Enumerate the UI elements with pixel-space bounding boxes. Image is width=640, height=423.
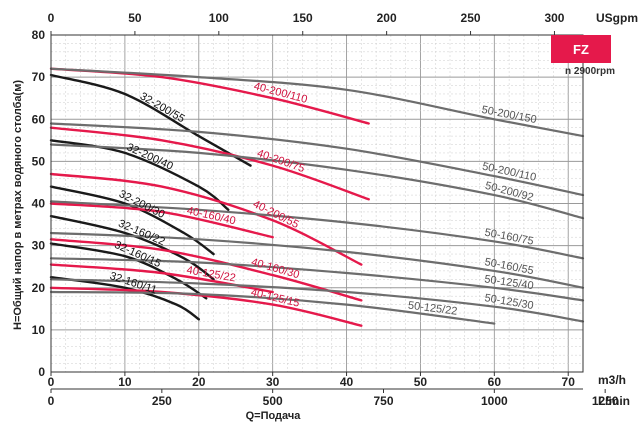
x-tick-label-lmin: 500 (263, 394, 283, 408)
performance-curves (49, 67, 585, 327)
y-tick-label: 10 (32, 323, 46, 337)
x-tick-label-m3h: 0 (48, 375, 55, 389)
x-tick-label-usgpm: 200 (377, 11, 397, 25)
x-tick-label-lmin: 1000 (481, 394, 508, 408)
grid (50, 34, 584, 373)
x-unit-lmin: L/min (598, 394, 630, 408)
curve-50-125-40 (49, 257, 585, 302)
x-unit-m3h: m3/h (598, 373, 626, 387)
curve-40-125-15 (49, 286, 363, 327)
x-tick-label-usgpm: 250 (461, 11, 481, 25)
x-tick-label-m3h: 30 (266, 375, 280, 389)
x-tick-label-m3h: 20 (192, 375, 206, 389)
curve-40-200-75 (49, 126, 370, 201)
y-tick-label: 30 (32, 239, 46, 253)
speed-note: n 2900rpm (565, 66, 615, 77)
curve-40-160-40 (49, 202, 274, 239)
y-tick-label: 50 (32, 154, 46, 168)
curve-50-160-75 (49, 200, 585, 260)
x-tick-label-usgpm: 150 (293, 11, 313, 25)
curve-32-160-15 (49, 242, 208, 300)
x-tick-label-usgpm: 50 (128, 11, 142, 25)
model-badge-text: FZ (573, 42, 589, 57)
curve-40-200-55 (49, 172, 363, 266)
x-tick-label-lmin: 1250 (592, 394, 619, 408)
x-axis-title: Q=Подача (246, 410, 302, 422)
curve-40-125-22 (49, 263, 274, 294)
y-tick-label: 80 (32, 28, 46, 42)
model-badge-box (551, 35, 611, 63)
curve-32-200-55 (49, 73, 252, 167)
plot-frame (50, 34, 584, 373)
x-tick-label-usgpm: 300 (544, 11, 564, 25)
curve-32-160-22 (49, 214, 215, 281)
y-tick-label: 40 (32, 197, 46, 211)
y-tick-label: 60 (32, 112, 46, 126)
y-axis-title: H=Общий напор в метрах водяного столба(м… (12, 80, 24, 330)
y-tick-label: 20 (32, 281, 46, 295)
curve-50-200-110 (49, 122, 585, 197)
x-tick-label-usgpm: 0 (48, 11, 55, 25)
x-tick-label-m3h: 40 (340, 375, 354, 389)
curve-50-125-30 (49, 278, 585, 323)
curve-50-125-22 (49, 290, 496, 325)
x-unit-usgpm: USgpm (596, 11, 638, 25)
x-tick-label-m3h: 10 (118, 375, 132, 389)
curve-32-200-40 (49, 139, 230, 211)
x-tick-label-lmin: 0 (48, 394, 55, 408)
x-tick-label-m3h: 60 (488, 375, 502, 389)
curve-50-200-150 (49, 67, 585, 138)
curve-50-160-55 (49, 231, 585, 289)
x-tick-label-usgpm: 100 (209, 11, 229, 25)
x-tick-label-m3h: 70 (562, 375, 576, 389)
y-tick-label: 70 (32, 70, 46, 84)
x-tick-label-lmin: 250 (152, 394, 172, 408)
x-tick-label-lmin: 750 (373, 394, 393, 408)
y-tick-label: 0 (38, 365, 45, 379)
curve-50-200-92 (49, 143, 585, 220)
model-badge: FZ (551, 35, 611, 63)
curve-32-200-30 (49, 185, 215, 256)
curve-40-160-30 (49, 238, 363, 302)
x-tick-label-m3h: 50 (414, 375, 428, 389)
